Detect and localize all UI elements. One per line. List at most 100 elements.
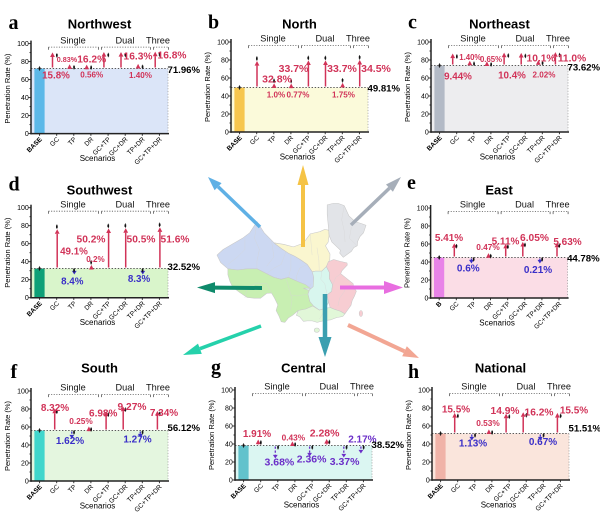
svg-text:60: 60 [225, 423, 233, 430]
svg-text:0: 0 [25, 295, 29, 302]
svg-text:0: 0 [25, 131, 29, 138]
svg-text:6.05%: 6.05% [520, 233, 549, 244]
svg-text:7.34%: 7.34% [150, 408, 178, 419]
svg-text:DR: DR [483, 301, 495, 313]
svg-text:Three: Three [546, 200, 570, 210]
svg-text:Dual: Dual [116, 383, 135, 393]
svg-text:16.2%: 16.2% [77, 55, 106, 66]
svg-text:Three: Three [350, 382, 374, 392]
svg-text:0.47%: 0.47% [476, 242, 500, 252]
svg-text:2.36%: 2.36% [297, 454, 327, 466]
svg-text:15.5%: 15.5% [442, 405, 470, 416]
svg-text:Three: Three [546, 34, 570, 44]
svg-text:16.3%: 16.3% [124, 52, 153, 63]
svg-text:33.7%: 33.7% [279, 63, 309, 75]
svg-text:1.62%: 1.62% [56, 436, 84, 447]
svg-text:Scenarios: Scenarios [479, 319, 515, 328]
svg-text:16.8%: 16.8% [158, 51, 187, 62]
svg-text:DR: DR [283, 135, 295, 147]
svg-text:TP: TP [271, 482, 282, 493]
svg-text:1.91%: 1.91% [243, 429, 271, 440]
svg-text:20: 20 [21, 460, 29, 467]
svg-text:0.6%: 0.6% [457, 264, 480, 275]
svg-text:f: f [11, 361, 18, 383]
svg-text:0.65%: 0.65% [480, 55, 502, 64]
svg-text:100: 100 [17, 41, 29, 48]
svg-text:e: e [407, 172, 416, 194]
svg-text:20: 20 [21, 277, 29, 284]
svg-text:51.6%: 51.6% [161, 235, 190, 246]
svg-text:South: South [81, 361, 118, 376]
svg-text:Penetration Rate (%): Penetration Rate (%) [3, 400, 12, 471]
svg-text:Northwest: Northwest [68, 17, 132, 32]
svg-text:0.2%: 0.2% [86, 255, 104, 264]
svg-text:TP: TP [467, 134, 478, 145]
svg-text:Penetration Rate (%): Penetration Rate (%) [403, 217, 412, 288]
svg-text:34.5%: 34.5% [361, 63, 391, 75]
svg-text:40: 40 [221, 93, 229, 100]
svg-text:Scenarios: Scenarios [80, 318, 116, 327]
svg-text:Scenarios: Scenarios [80, 154, 116, 163]
svg-text:100: 100 [217, 39, 229, 46]
svg-text:Single: Single [460, 34, 486, 44]
svg-text:Three: Three [146, 383, 170, 393]
svg-text:Dual: Dual [515, 200, 534, 210]
svg-text:8.32%: 8.32% [41, 403, 69, 414]
svg-text:80: 80 [225, 405, 233, 412]
svg-text:60: 60 [21, 241, 29, 248]
svg-text:Dual: Dual [320, 382, 339, 392]
svg-text:5.63%: 5.63% [553, 237, 581, 248]
svg-text:40: 40 [421, 93, 429, 100]
svg-text:DR: DR [83, 136, 95, 148]
svg-text:Single: Single [260, 34, 286, 44]
svg-text:20: 20 [221, 111, 229, 118]
svg-text:DR: DR [484, 483, 496, 495]
svg-text:56.12%: 56.12% [168, 423, 201, 434]
svg-text:100: 100 [17, 388, 29, 395]
svg-text:1.40%: 1.40% [129, 71, 152, 80]
svg-text:44.78%: 44.78% [567, 253, 600, 264]
svg-text:40: 40 [21, 442, 29, 449]
svg-text:Scenarios: Scenarios [284, 501, 320, 510]
svg-text:Penetration Rate (%): Penetration Rate (%) [3, 217, 12, 288]
svg-text:Single: Single [264, 382, 290, 392]
svg-text:2.28%: 2.28% [310, 427, 340, 439]
svg-text:Penetration Rate (%): Penetration Rate (%) [3, 53, 12, 124]
svg-text:TP: TP [67, 136, 78, 147]
svg-text:0.21%: 0.21% [524, 265, 552, 276]
svg-text:100: 100 [418, 387, 430, 394]
svg-text:Dual: Dual [517, 382, 536, 392]
svg-text:B: B [435, 300, 443, 308]
svg-text:d: d [9, 174, 20, 196]
svg-text:Dual: Dual [516, 34, 535, 44]
svg-text:3.37%: 3.37% [330, 456, 360, 468]
svg-text:100: 100 [417, 205, 429, 212]
svg-text:East: East [485, 183, 513, 198]
svg-text:Three: Three [146, 35, 170, 45]
svg-text:Dual: Dual [116, 35, 135, 45]
svg-text:49.81%: 49.81% [368, 84, 401, 95]
svg-text:TP: TP [468, 482, 479, 493]
svg-text:40: 40 [225, 441, 233, 448]
svg-text:60: 60 [421, 75, 429, 82]
svg-text:80: 80 [421, 57, 429, 64]
svg-text:50.2%: 50.2% [77, 235, 106, 246]
svg-text:20: 20 [421, 277, 429, 284]
svg-text:40: 40 [422, 441, 430, 448]
svg-text:Southwest: Southwest [67, 183, 133, 198]
svg-text:0.53%: 0.53% [476, 418, 500, 428]
svg-text:60: 60 [422, 423, 430, 430]
svg-text:0.67%: 0.67% [529, 437, 557, 448]
svg-text:20: 20 [225, 459, 233, 466]
svg-text:2.17%: 2.17% [348, 435, 376, 446]
svg-text:80: 80 [421, 223, 429, 230]
svg-text:16.2%: 16.2% [525, 408, 554, 419]
svg-text:10.1%: 10.1% [527, 54, 556, 65]
svg-text:15.8%: 15.8% [42, 70, 70, 81]
svg-text:80: 80 [21, 223, 29, 230]
svg-text:8.3%: 8.3% [128, 274, 151, 285]
svg-text:DR: DR [287, 483, 299, 495]
svg-text:Three: Three [346, 34, 370, 44]
svg-text:Single: Single [460, 200, 486, 210]
svg-text:Scenarios: Scenarios [280, 153, 316, 162]
